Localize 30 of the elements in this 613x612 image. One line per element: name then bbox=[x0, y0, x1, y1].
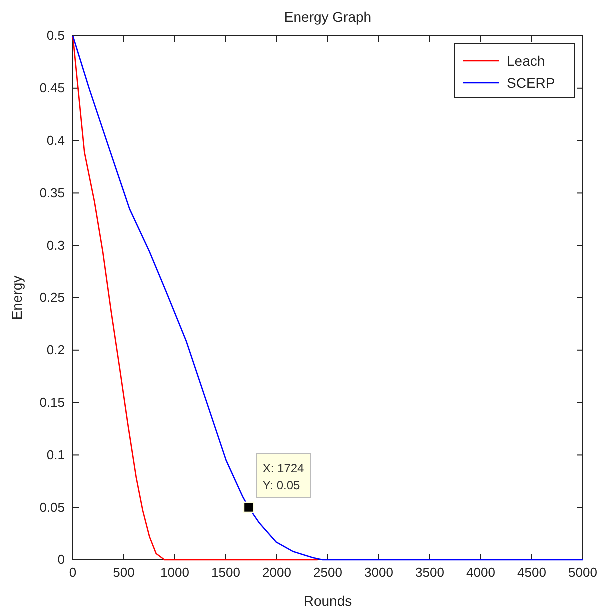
y-tick-label: 0.5 bbox=[46, 28, 65, 44]
line-series bbox=[72, 35, 318, 561]
y-tick-label: 0.3 bbox=[46, 238, 65, 253]
y-tick-label: 0.45 bbox=[40, 80, 65, 96]
x-tick-label: 2500 bbox=[314, 565, 342, 580]
x-tick-label: 4000 bbox=[466, 565, 496, 580]
chart-title: Energy Graph bbox=[284, 9, 372, 25]
y-tick-label: 0.15 bbox=[40, 394, 65, 410]
y-tick-label: 0.35 bbox=[40, 185, 65, 200]
y-tick-label: 0.25 bbox=[40, 290, 65, 306]
y-tick-label: 0.05 bbox=[40, 500, 65, 515]
x-tick-label: 5000 bbox=[568, 565, 598, 580]
x-tick-label: 3500 bbox=[416, 565, 444, 580]
x-tick-label: 1500 bbox=[212, 565, 240, 580]
y-tick-label: 0.2 bbox=[46, 342, 65, 358]
x-tick-label: 500 bbox=[113, 565, 135, 580]
y-axis-title: Energy bbox=[9, 276, 25, 320]
x-tick-label: 3000 bbox=[364, 565, 394, 580]
legend-label: SCERP bbox=[507, 75, 556, 91]
annotation: X: 1724 Y: 0.05 bbox=[262, 462, 305, 493]
y-tick-label: 0.4 bbox=[46, 132, 65, 148]
x-tick-label: 1000 bbox=[160, 565, 190, 580]
x-tick-label: 4500 bbox=[518, 565, 546, 580]
x-tick-label: 0 bbox=[69, 565, 77, 580]
x-axis-title: Rounds bbox=[304, 593, 352, 609]
x-tick-label: 2000 bbox=[262, 565, 292, 580]
legend-label: Leach bbox=[507, 53, 546, 69]
y-tick-label: 0 bbox=[58, 552, 65, 568]
line-series bbox=[72, 35, 584, 561]
y-tick-label: 0.1 bbox=[46, 447, 65, 462]
